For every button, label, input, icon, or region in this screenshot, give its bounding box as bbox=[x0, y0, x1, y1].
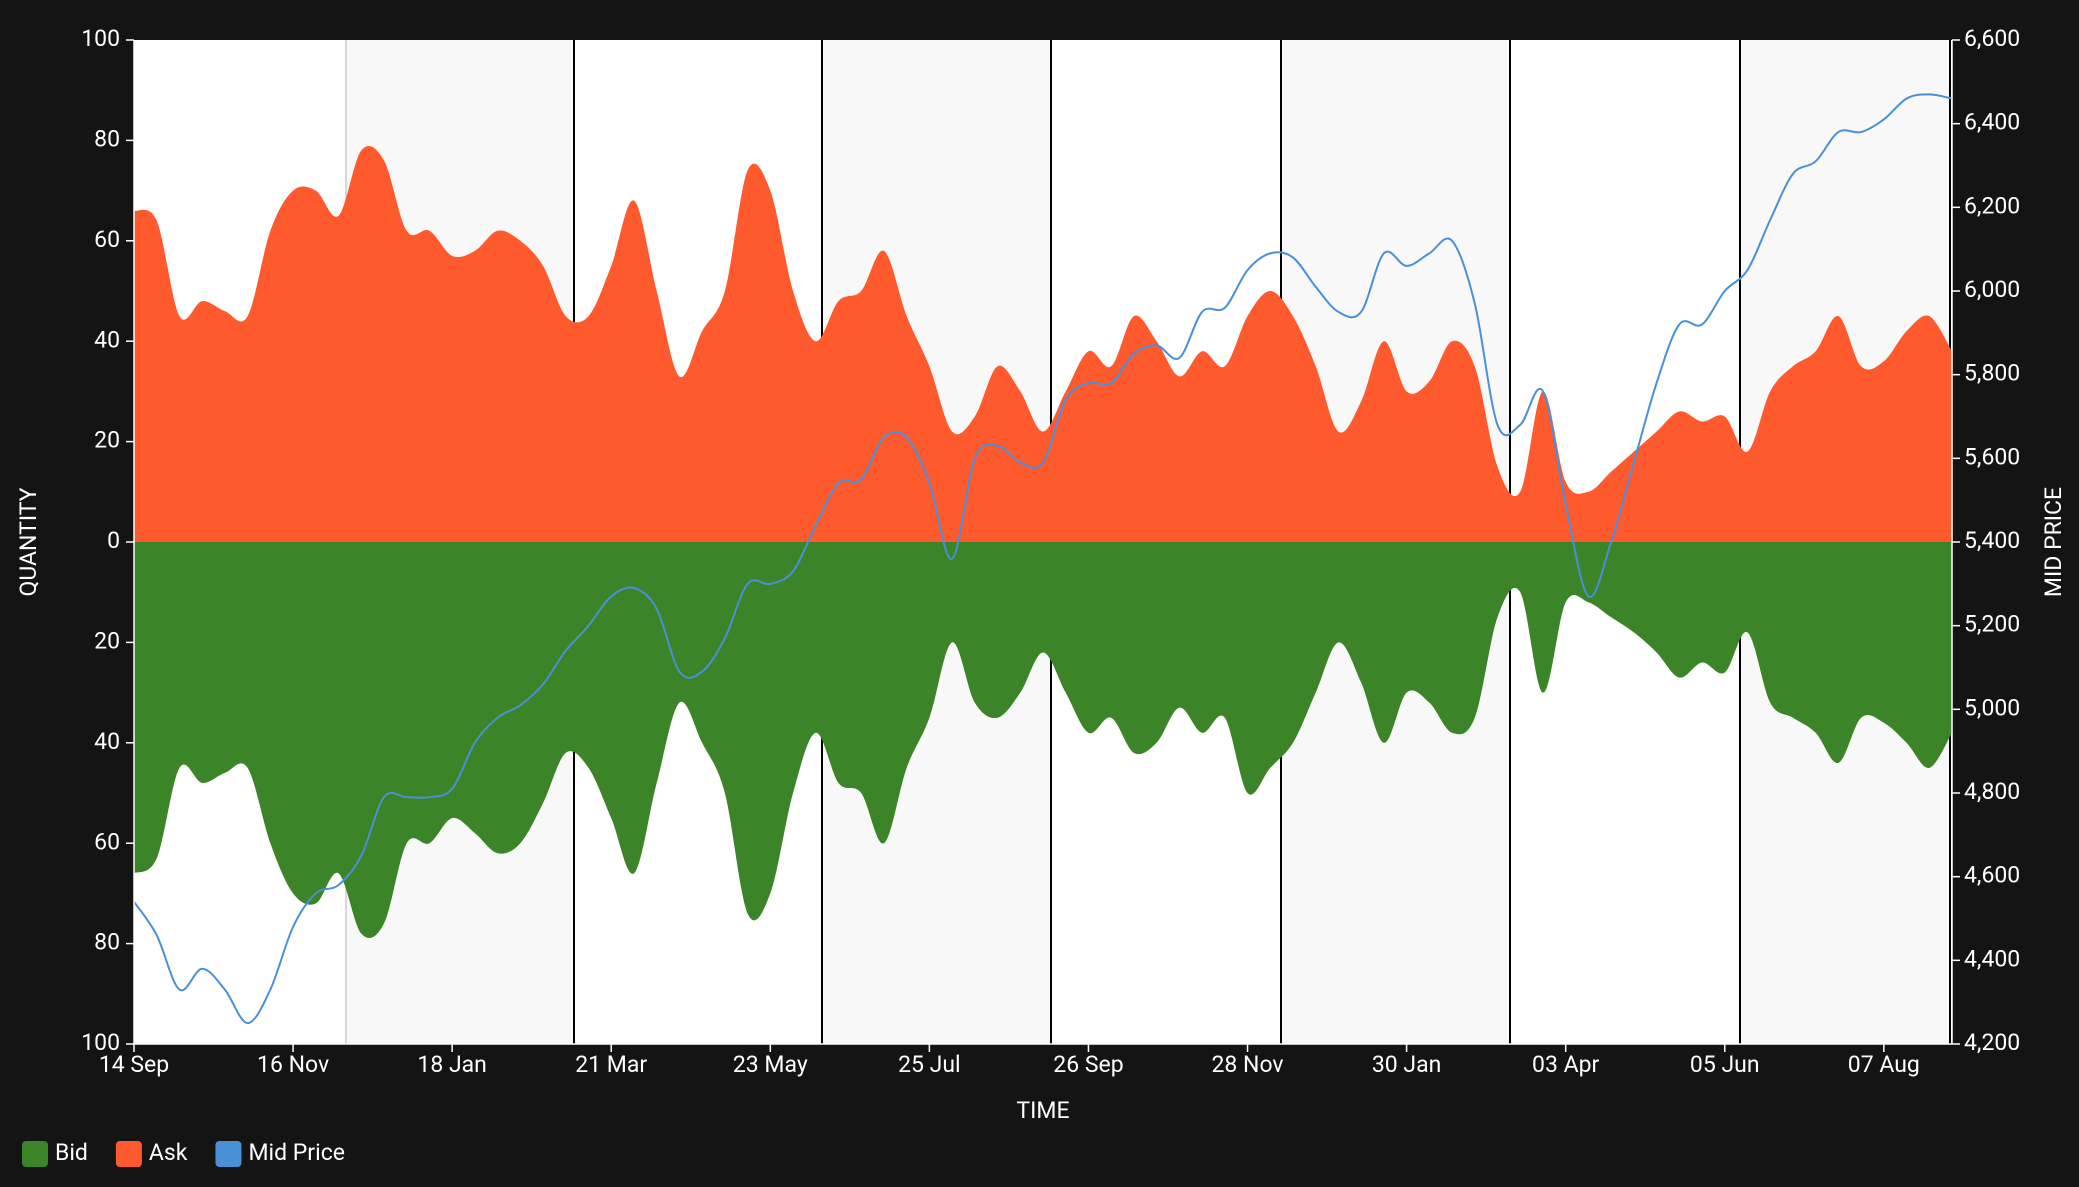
x-tick-label: 25 Jul bbox=[898, 1051, 961, 1078]
y2-tick-label: 5,800 bbox=[1964, 360, 2020, 387]
x-tick-label: 07 Aug bbox=[1848, 1051, 1920, 1078]
mid-price-line bbox=[133, 93, 1953, 1025]
y-tick-label: 80 bbox=[94, 929, 120, 956]
y2-axis-title: MID PRICE bbox=[2040, 487, 2067, 597]
legend-swatch bbox=[22, 1141, 48, 1167]
y-tick-label: 60 bbox=[94, 828, 120, 855]
y2-tick-label: 6,400 bbox=[1964, 109, 2020, 136]
y2-tick-label: 6,000 bbox=[1964, 276, 2020, 303]
area bbox=[134, 542, 1952, 939]
y2-tick-label: 5,400 bbox=[1964, 527, 2020, 554]
x-tick-label: 16 Nov bbox=[257, 1051, 329, 1078]
y-tick-label: 20 bbox=[94, 627, 120, 654]
legend-swatch bbox=[215, 1141, 242, 1167]
legend-swatch bbox=[115, 1141, 142, 1167]
x-tick-label: 03 Apr bbox=[1532, 1051, 1599, 1078]
x-tick-label: 26 Sep bbox=[1053, 1051, 1123, 1078]
x-tick-label: 21 Mar bbox=[575, 1051, 647, 1078]
y2-tick-label: 4,400 bbox=[1964, 945, 2020, 972]
y2-tick-label: 4,600 bbox=[1964, 862, 2020, 889]
x-tick-label: 14 Sep bbox=[99, 1051, 169, 1078]
y-tick-label: 80 bbox=[94, 125, 120, 152]
y2-tick-label: 5,600 bbox=[1964, 443, 2020, 470]
y-tick-label: 0 bbox=[107, 527, 120, 554]
y2-tick-label: 6,600 bbox=[1964, 25, 2020, 52]
y2-tick-label: 4,200 bbox=[1964, 1029, 2020, 1056]
y-tick-label: 100 bbox=[81, 25, 120, 52]
legend-label: Ask bbox=[149, 1139, 188, 1166]
x-axis-title: TIME bbox=[1016, 1097, 1069, 1124]
x-tick-label: 05 Jun bbox=[1690, 1051, 1760, 1078]
y2-tick-label: 4,800 bbox=[1964, 778, 2020, 805]
y-tick-label: 60 bbox=[94, 226, 120, 253]
y-tick-label: 100 bbox=[81, 1029, 120, 1056]
y2-tick-label: 6,200 bbox=[1964, 192, 2020, 219]
x-tick-label: 23 May bbox=[733, 1051, 808, 1078]
y2-tick-label: 5,000 bbox=[1964, 694, 2020, 721]
area bbox=[134, 145, 1952, 542]
y-tick-label: 20 bbox=[94, 427, 120, 454]
y-tick-label: 40 bbox=[94, 326, 120, 353]
x-tick-label: 18 Jan bbox=[417, 1051, 486, 1078]
legend-label: Mid Price bbox=[248, 1139, 344, 1166]
x-tick-label: 30 Jan bbox=[1372, 1051, 1441, 1078]
y-tick-label: 40 bbox=[94, 728, 120, 755]
y2-tick-label: 5,200 bbox=[1964, 611, 2020, 638]
y-axis-title: QUANTITY bbox=[15, 487, 42, 596]
x-tick-label: 28 Nov bbox=[1211, 1051, 1283, 1078]
legend-label: Bid bbox=[55, 1139, 88, 1166]
